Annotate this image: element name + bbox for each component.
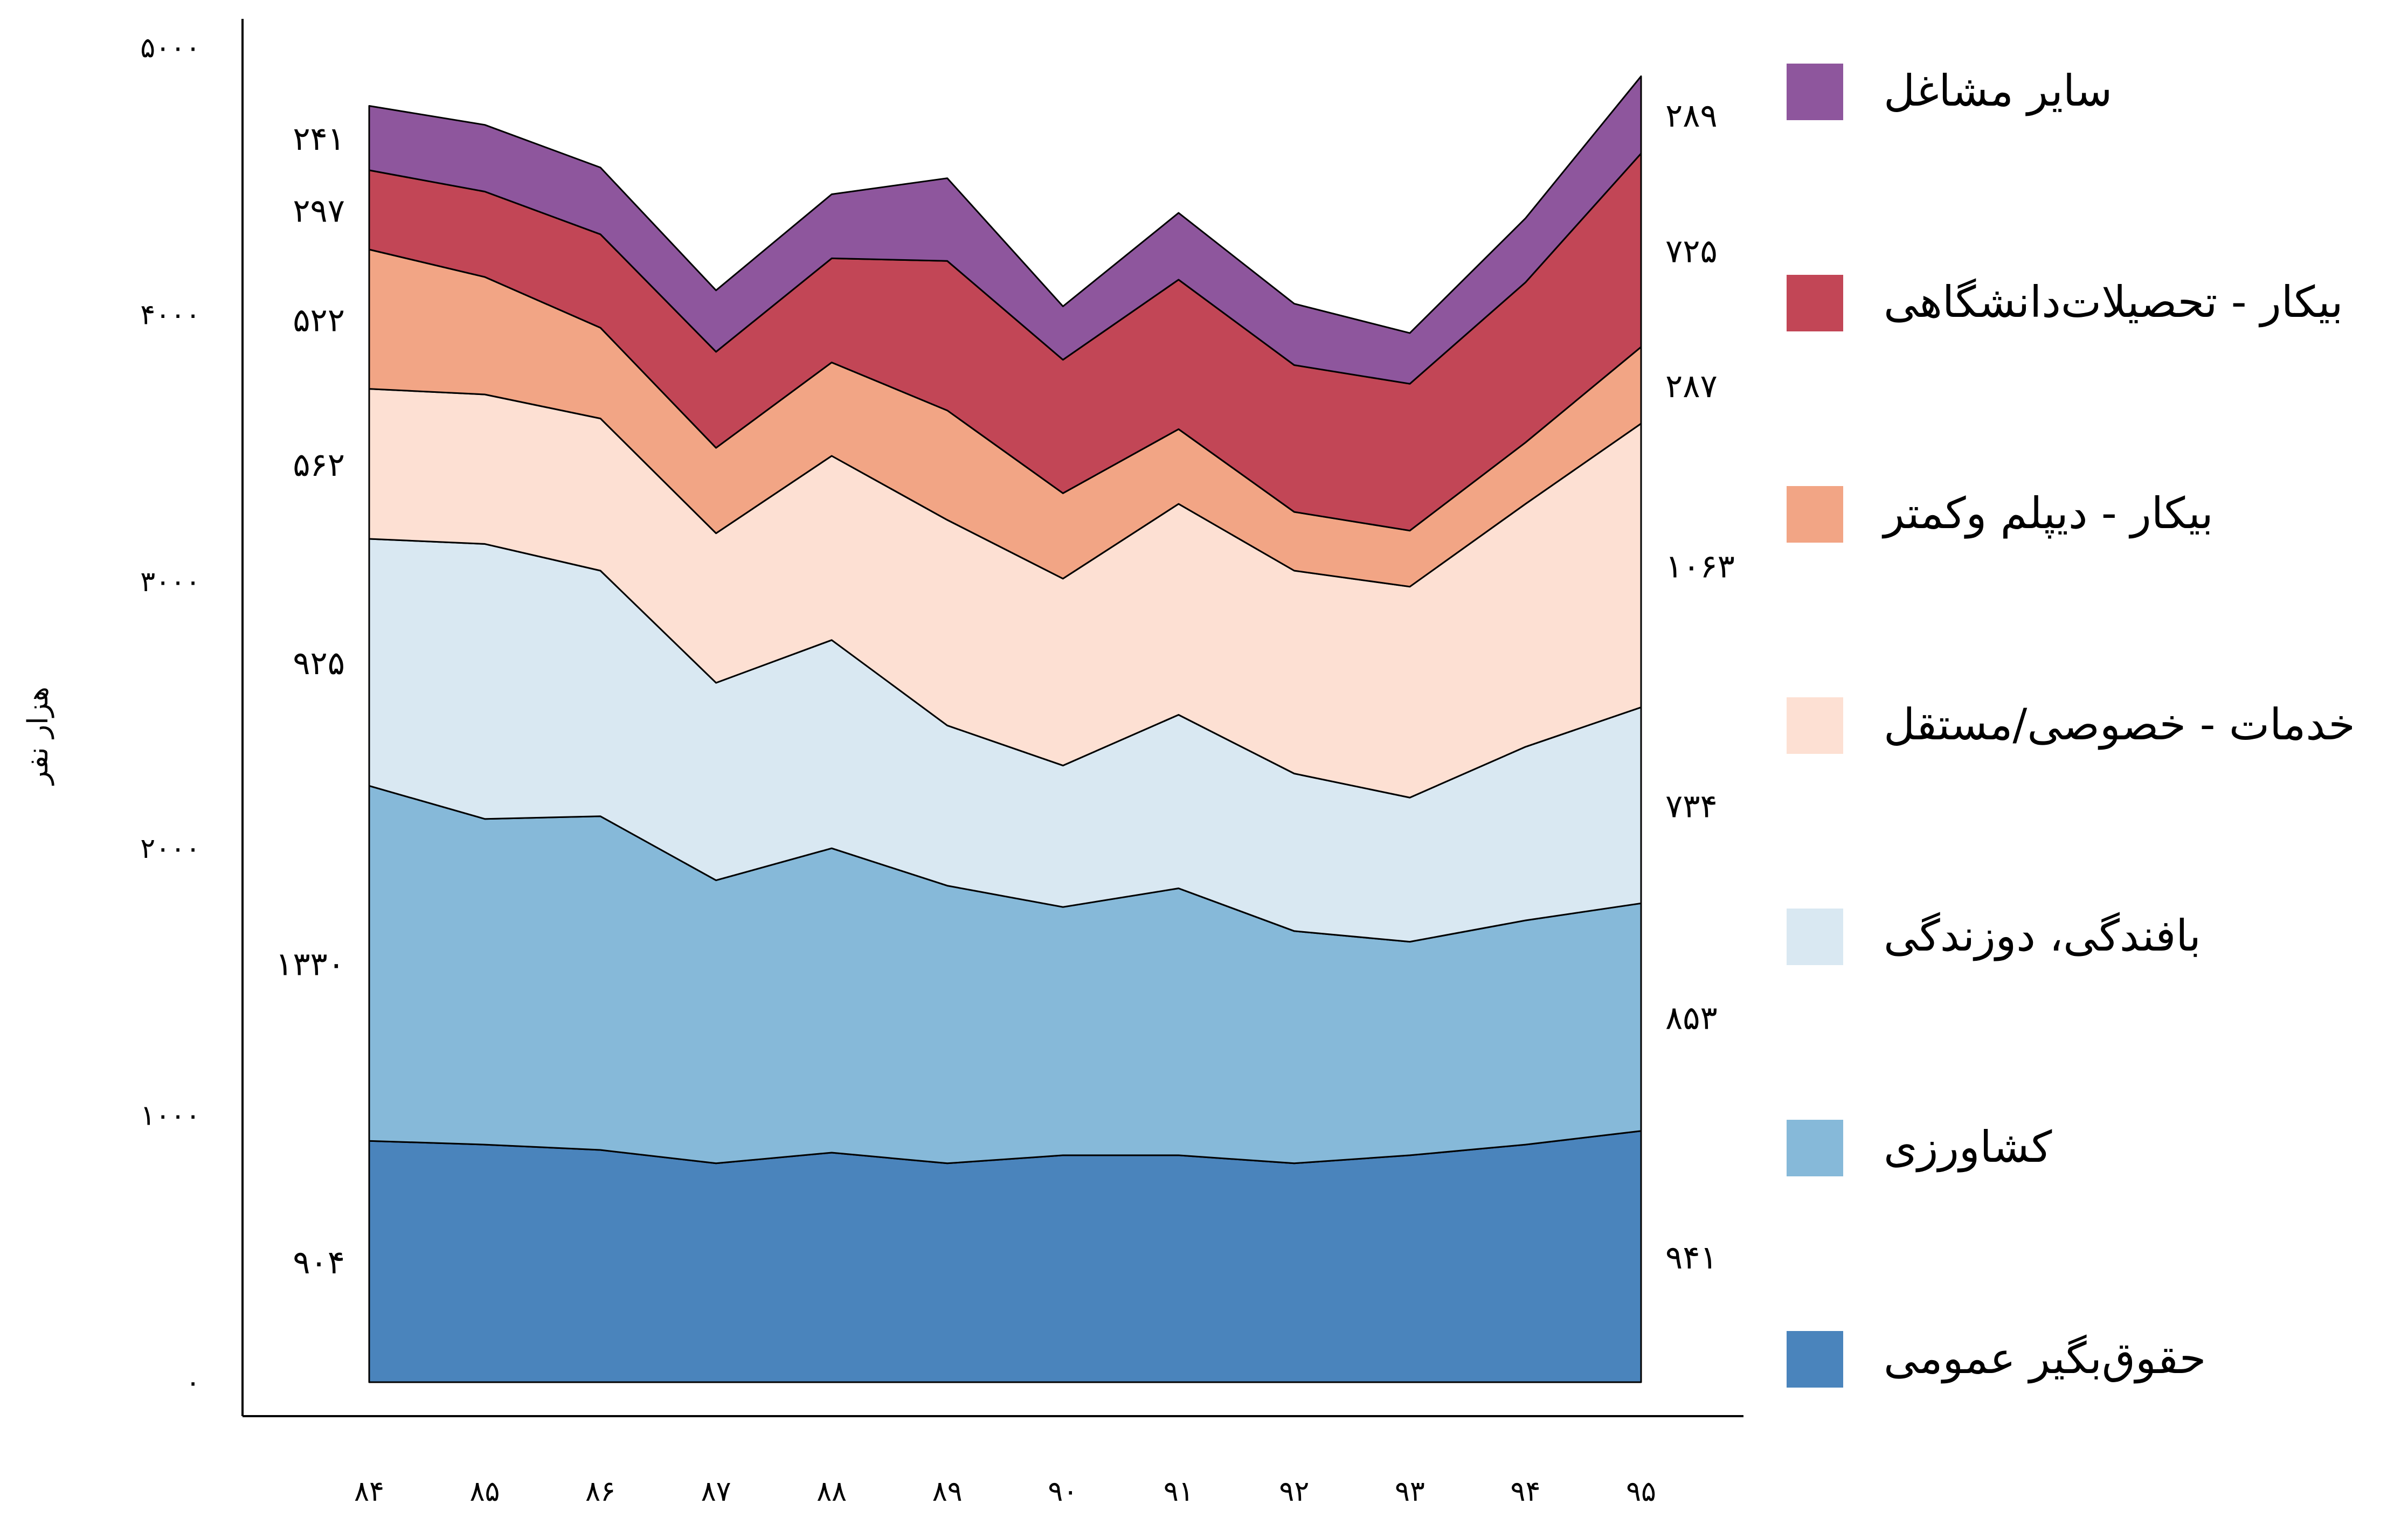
legend: سایر مشاغل بیکار - تحصیلات‌دانشگاهی بیکار … [1787, 64, 2355, 1388]
end-value-label: ۱۰۶۳ [1665, 547, 1735, 585]
x-tick-label: ۹۴ [1511, 1475, 1541, 1508]
start-value-label: ۵۶۲ [293, 446, 345, 484]
axes [241, 19, 1743, 1417]
x-tick-label: ۹۱ [1164, 1475, 1194, 1508]
y-tick-label: ۱۰۰۰ [140, 1100, 200, 1132]
legend-label: سایر مشاغل [1884, 66, 2112, 116]
legend-swatch [1787, 697, 1843, 754]
x-tick-labels: ۸۴ ۸۵ ۸۶ ۸۷ ۸۸ ۸۹ ۹۰ ۹۱ ۹۲ ۹۳ ۹۴ ۹۵ [354, 1475, 1656, 1508]
area-series-1 [368, 1130, 1642, 1383]
start-value-label: ۲۴۱ [293, 120, 345, 158]
legend-label: خدمات - خصوصی/مستقل [1884, 699, 2355, 750]
start-value-label: ۵۲۲ [293, 301, 345, 339]
end-value-label: ۸۵۳ [1665, 1000, 1718, 1037]
x-tick-label: ۸۵ [470, 1475, 500, 1508]
start-value-label: ۲۹۷ [293, 192, 345, 230]
end-value-label: ۲۸۹ [1665, 97, 1718, 135]
legend-label: بیکار - دیپلم وکمتر [1881, 488, 2213, 539]
legend-swatch [1787, 64, 1843, 120]
y-tick-label: ۳۰۰۰ [140, 566, 200, 598]
y-tick-label: ۲۰۰۰ [140, 833, 200, 865]
end-value-label: ۹۴۱ [1665, 1239, 1718, 1277]
plot-areas [368, 75, 1642, 1383]
legend-label: بافندگی، دوزندگی [1884, 911, 2201, 961]
x-tick-label: ۹۵ [1626, 1475, 1656, 1508]
legend-swatch [1787, 275, 1843, 331]
x-tick-label: ۸۷ [701, 1475, 731, 1508]
legend-swatch [1787, 1120, 1843, 1176]
start-value-label: ۱۳۳۰ [275, 946, 345, 983]
legend-swatch [1787, 1331, 1843, 1388]
end-value-labels: ۹۴۱ ۸۵۳ ۷۳۴ ۱۰۶۳ ۲۸۷ ۷۲۵ ۲۸۹ [1665, 97, 1735, 1277]
x-tick-label: ۹۰ [1048, 1475, 1078, 1508]
end-value-label: ۷۳۴ [1665, 787, 1718, 825]
y-tick-label: ۴۰۰۰ [140, 299, 200, 331]
legend-swatch [1787, 909, 1843, 965]
y-axis-title: هزار نفر [22, 687, 54, 786]
x-tick-label: ۹۲ [1279, 1475, 1309, 1508]
x-tick-label: ۹۳ [1395, 1475, 1425, 1508]
x-tick-label: ۸۹ [932, 1475, 963, 1508]
legend-label: حقوق‌بگیر عمومی [1884, 1333, 2206, 1384]
legend-swatch [1787, 486, 1843, 543]
y-tick-label: ۵۰۰۰ [140, 32, 200, 64]
legend-label: کشاورزی [1884, 1122, 2052, 1173]
end-value-label: ۲۸۷ [1665, 368, 1718, 405]
y-tick-label: ۰ [185, 1367, 200, 1399]
area-series-7 [368, 75, 1642, 385]
end-value-label: ۷۲۵ [1665, 232, 1718, 270]
x-tick-label: ۸۴ [354, 1475, 384, 1508]
start-value-label: ۹۰۴ [293, 1244, 345, 1281]
x-tick-label: ۸۶ [585, 1475, 615, 1508]
legend-label: بیکار - تحصیلات‌دانشگاهی [1884, 277, 2343, 328]
y-tick-labels: ۰ ۱۰۰۰ ۲۰۰۰ ۳۰۰۰ ۴۰۰۰ ۵۰۰۰ [140, 32, 200, 1399]
start-value-labels: ۹۰۴ ۱۳۳۰ ۹۲۵ ۵۶۲ ۵۲۲ ۲۹۷ ۲۴۱ [275, 120, 345, 1281]
start-value-label: ۹۲۵ [293, 644, 345, 682]
x-tick-label: ۸۸ [816, 1475, 847, 1508]
